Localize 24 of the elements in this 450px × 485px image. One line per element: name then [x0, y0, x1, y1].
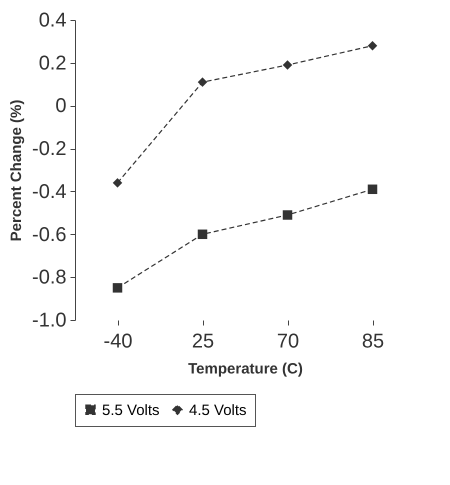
y-tick-label: -0.8 [32, 266, 66, 289]
y-axis-title: Percent Change (%) [8, 100, 26, 242]
y-tick-label: -0.6 [32, 224, 66, 246]
point [112, 283, 122, 293]
legend-label: 4.5 Volts [189, 402, 247, 419]
x-tick-label: 70 [276, 330, 300, 352]
x-tick-label: 25 [192, 330, 214, 352]
point [198, 230, 208, 240]
point [282, 60, 292, 70]
point [282, 210, 292, 220]
point [112, 178, 122, 188]
y-tick-label: 0.2 [38, 52, 66, 74]
y-tick-label: -1.0 [32, 310, 66, 332]
y-tick-label: 0 [55, 95, 66, 118]
point [198, 77, 208, 87]
y-tick-label: -0.4 [32, 180, 66, 203]
y-tick-label: 0.4 [38, 10, 66, 32]
legend-label: 5.5 Volts [102, 402, 160, 419]
x-tick-label: 85 [362, 330, 384, 352]
y-tick-label: -0.2 [32, 138, 66, 160]
x-axis-title: Temperature (C) [188, 360, 303, 378]
point [368, 40, 378, 50]
point [368, 184, 378, 194]
x-tick-label: -40 [104, 330, 132, 352]
